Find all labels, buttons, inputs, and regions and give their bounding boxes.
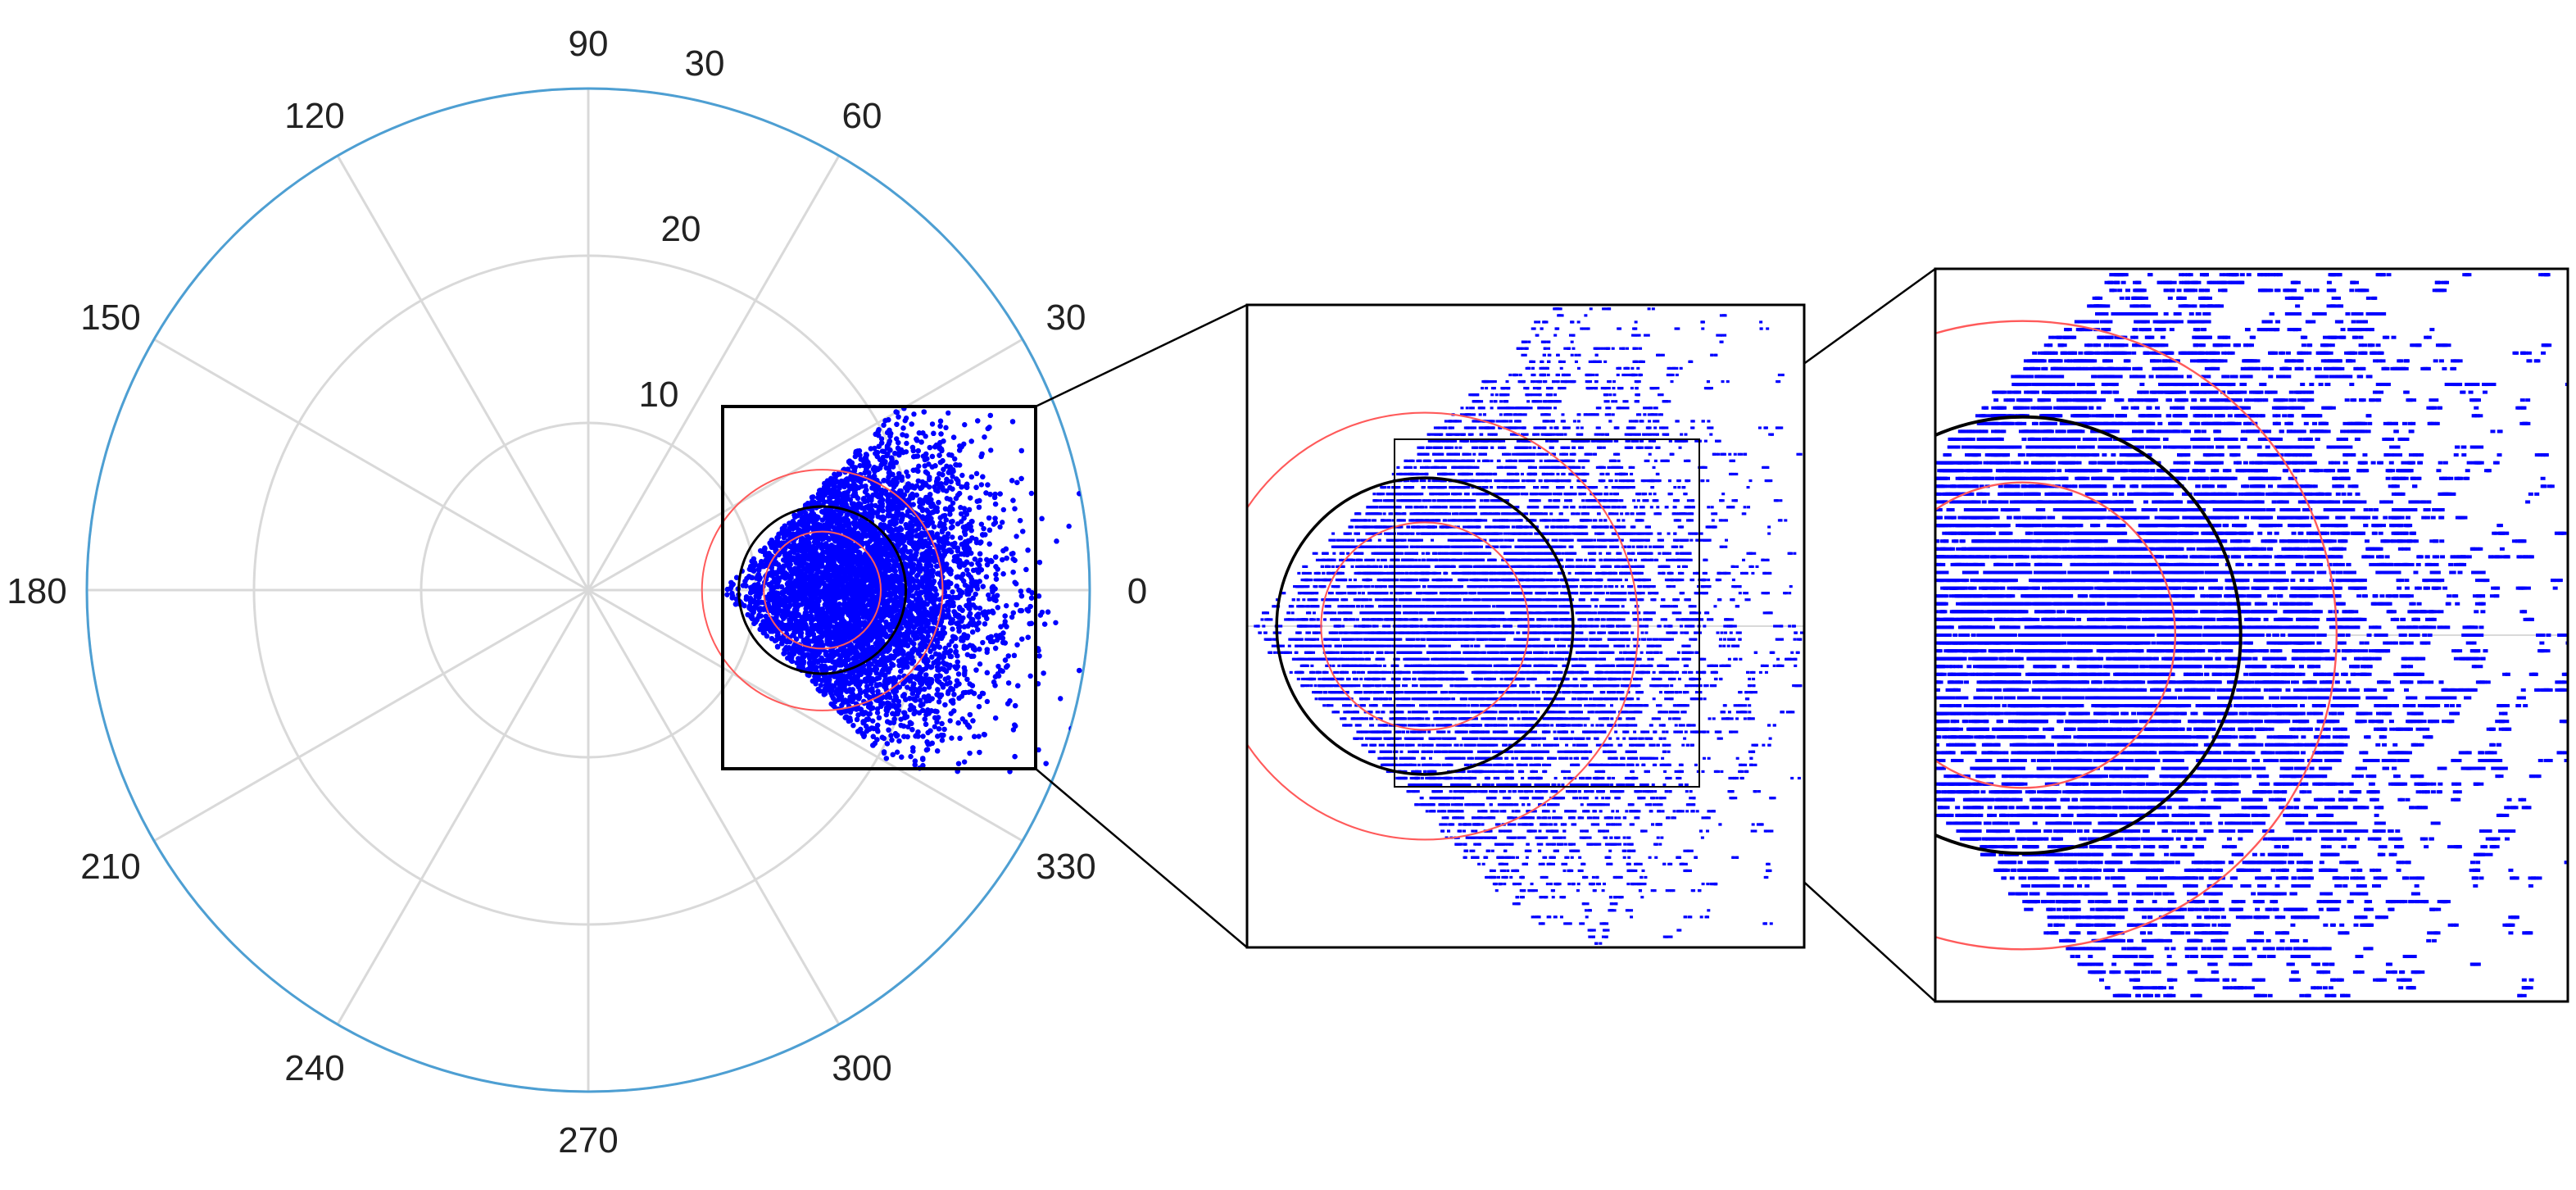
data-point: [1053, 620, 1059, 625]
data-point: [962, 422, 968, 428]
data-point: [950, 534, 955, 540]
polar-plot: [85, 87, 1091, 1093]
data-point: [988, 447, 994, 453]
data-point: [1000, 506, 1007, 513]
scatter-series: [724, 406, 1082, 774]
data-point: [850, 722, 856, 729]
data-point: [888, 733, 894, 738]
data-point: [920, 734, 926, 739]
data-point: [976, 734, 982, 739]
data-point: [904, 440, 909, 447]
data-point: [961, 759, 968, 765]
data-point: [896, 674, 902, 680]
angle-grid-line: [153, 338, 589, 592]
data-point: [1027, 673, 1033, 679]
data-point: [1000, 520, 1005, 525]
data-point: [950, 474, 955, 479]
data-point: [936, 699, 942, 705]
angle-grid-line: [336, 589, 590, 1025]
angle-grid-line: [153, 588, 589, 843]
data-point: [968, 561, 974, 567]
data-point: [1028, 490, 1035, 497]
data-point: [1066, 523, 1072, 529]
data-point: [911, 411, 917, 417]
data-point: [977, 605, 983, 611]
angle-grid-line: [587, 588, 1023, 843]
data-point: [1004, 602, 1009, 609]
data-point: [958, 505, 964, 511]
data-point: [949, 735, 955, 741]
data-point: [943, 425, 949, 431]
data-point: [984, 698, 991, 705]
data-point: [944, 496, 950, 502]
data-point: [874, 710, 881, 715]
data-point: [959, 472, 965, 479]
data-point: [1037, 612, 1044, 618]
data-point: [947, 718, 953, 724]
angle-grid-line: [336, 155, 590, 591]
data-point: [977, 661, 983, 667]
angle-grid-line: [587, 338, 1023, 592]
data-point: [950, 626, 955, 632]
angle-grid-line: [587, 589, 841, 1025]
data-point: [914, 573, 920, 579]
data-point: [973, 470, 980, 477]
data-point: [908, 753, 914, 760]
data-point: [980, 639, 986, 646]
polar-outer-boundary: [85, 87, 1091, 1093]
polar-grid: [85, 87, 1091, 1093]
data-point: [894, 749, 900, 755]
data-point: [1014, 534, 1019, 539]
angle-grid-line: [587, 155, 841, 591]
data-point: [997, 524, 1003, 530]
data-point: [724, 592, 730, 597]
